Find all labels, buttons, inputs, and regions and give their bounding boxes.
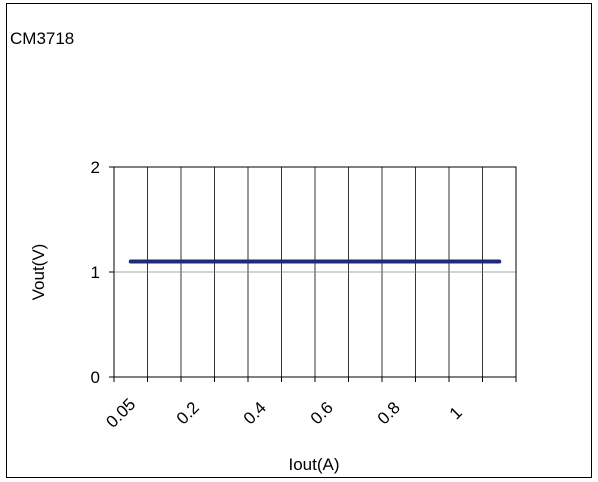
x-tick-label: 0.8 [374,398,404,428]
y-tick-label: 2 [91,158,100,177]
x-tick-label: 0.6 [307,398,337,428]
x-tick-label: 0.2 [173,398,203,428]
x-tick-label: 0.4 [240,398,270,428]
grid-lines [114,167,516,377]
axes [109,166,517,382]
y-tick-label: 1 [91,263,100,282]
x-tick-label: 1 [446,403,466,423]
y-axis-label: Vout(V) [29,244,48,301]
y-tick-label: 0 [91,368,100,387]
x-tick-label: 0.05 [102,395,139,432]
chart-frame [6,3,592,478]
tick-labels: 0 1 2 0.05 0.2 0.4 0.6 0.8 1 [91,158,466,432]
x-axis-label: Iout(A) [288,455,339,474]
chart-title: CM3718 [10,29,75,48]
